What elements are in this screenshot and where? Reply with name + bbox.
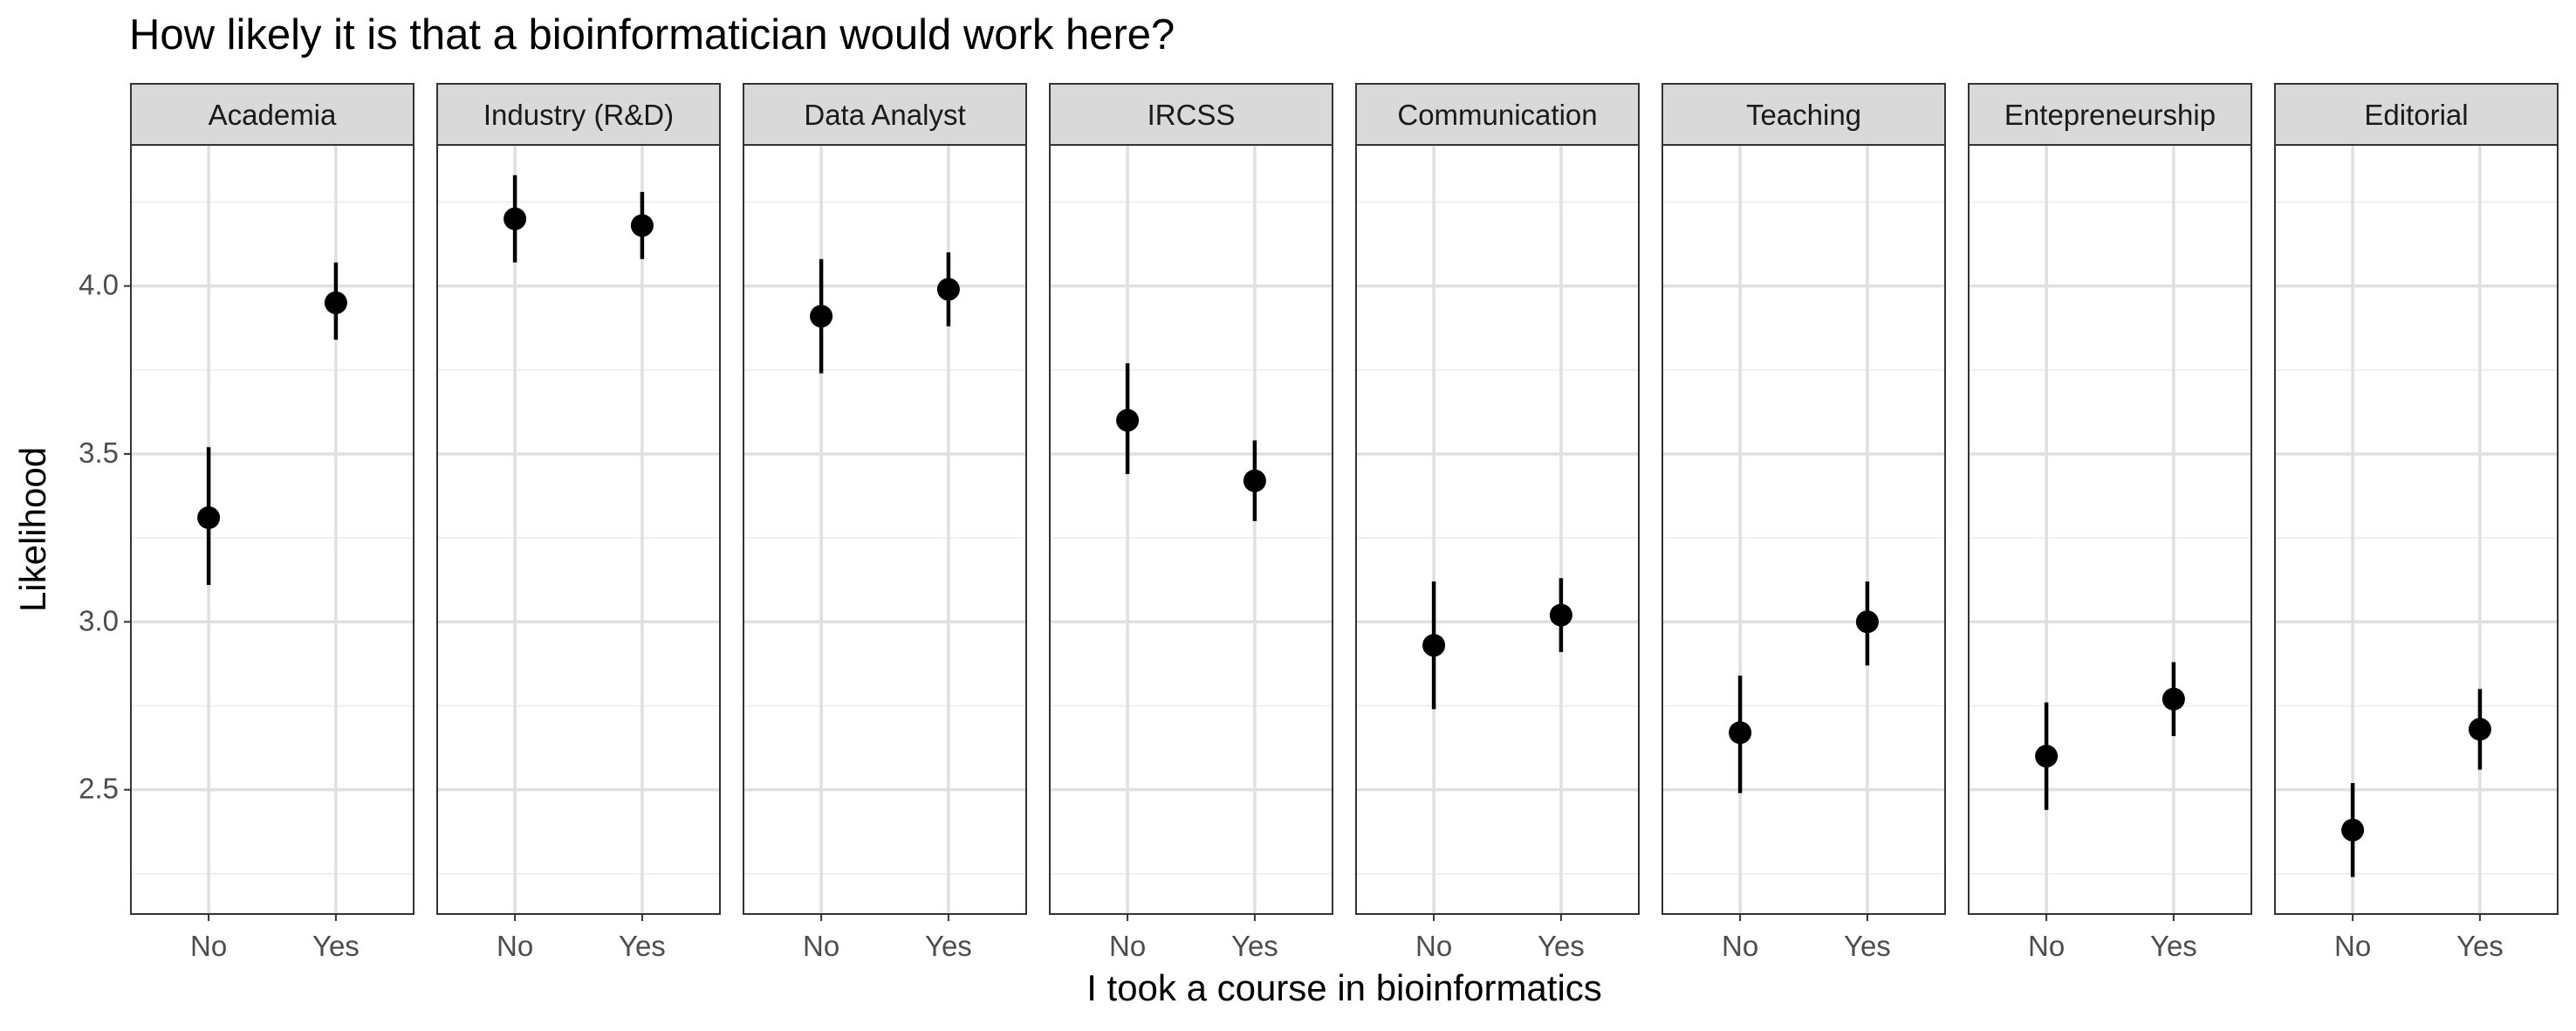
facet-label: IRCSS xyxy=(1148,99,1236,131)
x-tick-label: Yes xyxy=(2456,930,2504,962)
x-tick-label: No xyxy=(2028,930,2065,962)
data-point xyxy=(504,207,527,230)
facet-strip xyxy=(1661,83,1946,146)
y-axis-title: Likelihood xyxy=(12,447,53,612)
facet-label: Entepreneurship xyxy=(2004,99,2216,131)
panel-background xyxy=(1356,145,1639,914)
panel-background xyxy=(437,145,720,914)
data-point xyxy=(1729,721,1752,745)
panel-border xyxy=(2274,144,2559,915)
x-tick-label: Yes xyxy=(1844,930,1891,962)
x-tick-label: No xyxy=(2334,930,2371,962)
panel-border xyxy=(743,144,1027,915)
facet-strip xyxy=(436,83,721,146)
panel-background xyxy=(131,145,414,914)
panel-background xyxy=(1050,145,1333,914)
x-tick-label: No xyxy=(497,930,533,962)
x-tick-label: No xyxy=(190,930,227,962)
data-point xyxy=(2035,745,2059,768)
data-point xyxy=(1116,409,1140,432)
x-tick-label: No xyxy=(1722,930,1758,962)
x-tick-label: No xyxy=(803,930,839,962)
panel-border xyxy=(1355,144,1640,915)
facet-label: Academia xyxy=(209,99,337,131)
data-point xyxy=(1243,469,1266,492)
x-tick-label: Yes xyxy=(1538,930,1585,962)
facet-strip xyxy=(130,83,414,146)
facet-strip xyxy=(2274,83,2559,146)
data-point xyxy=(2341,818,2365,842)
x-tick-label: Yes xyxy=(1231,930,1278,962)
x-tick-label: Yes xyxy=(312,930,360,962)
panel-background xyxy=(1662,145,1945,914)
data-point xyxy=(1855,610,1879,634)
chart-title: How likely it is that a bioinformatician… xyxy=(129,11,1175,58)
x-tick-label: Yes xyxy=(2150,930,2197,962)
facet-strip xyxy=(1355,83,1640,146)
facet-label: Data Analyst xyxy=(804,99,965,131)
x-tick-label: Yes xyxy=(925,930,972,962)
panel-border xyxy=(1049,144,1333,915)
y-tick-label: 3.0 xyxy=(79,604,119,636)
data-point xyxy=(2162,687,2185,711)
x-tick-label: No xyxy=(1415,930,1452,962)
facet-strip xyxy=(743,83,1027,146)
y-tick-label: 2.5 xyxy=(79,773,119,805)
x-tick-label: Yes xyxy=(619,930,666,962)
data-point xyxy=(2468,718,2491,741)
x-axis-title: I took a course in bioinformatics xyxy=(1086,967,1602,1008)
y-tick-label: 3.5 xyxy=(79,436,119,469)
facet-label: Teaching xyxy=(1746,99,1861,131)
panel-border xyxy=(1968,144,2252,915)
data-point xyxy=(1422,634,1446,657)
panel-background xyxy=(2275,145,2558,914)
data-point xyxy=(324,291,347,314)
data-point xyxy=(630,214,654,237)
facet-label: Industry (R&D) xyxy=(483,99,674,131)
facet-label: Editorial xyxy=(2364,99,2468,131)
facet-label: Communication xyxy=(1397,99,1597,131)
panel-border xyxy=(436,144,721,915)
panel-border xyxy=(1661,144,1946,915)
data-point xyxy=(1549,603,1572,627)
panel-border xyxy=(130,144,414,915)
data-point xyxy=(197,506,221,530)
data-point xyxy=(936,278,960,301)
y-tick-label: 4.0 xyxy=(79,269,119,301)
x-tick-label: No xyxy=(1109,930,1146,962)
panel-background xyxy=(1969,145,2251,914)
panel-background xyxy=(743,145,1026,914)
data-point xyxy=(810,305,833,328)
